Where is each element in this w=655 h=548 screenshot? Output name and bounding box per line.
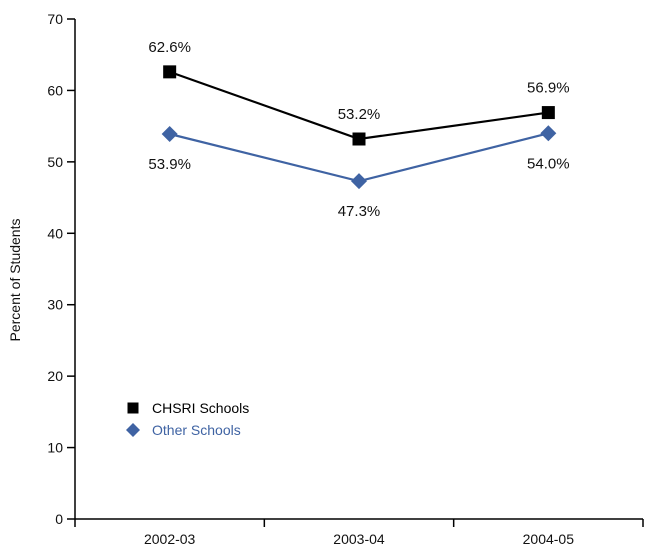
series-group: 62.6% 53.2% 56.9% 53.9% 47.3% 54.0% [148,39,569,220]
y-tick-label: 40 [47,225,63,241]
y-tick-label: 10 [47,440,63,456]
y-axis-label: Percent of Students [7,219,23,342]
data-label: 47.3% [338,203,381,220]
data-label: 62.6% [148,39,191,56]
data-label: 54.0% [527,155,570,172]
y-tick-label: 50 [47,154,63,170]
x-tick-label: 2003-04 [333,531,385,547]
y-tick-label: 60 [47,82,63,98]
legend-square-marker [127,402,139,414]
data-label: 53.2% [338,106,381,123]
data-point-square [541,106,555,120]
y-axis-ticks: 0 10 20 30 40 50 60 70 [47,11,75,527]
y-tick-label: 20 [47,368,63,384]
legend-diamond-marker [126,423,140,437]
x-tick-label: 2002-03 [144,531,196,547]
x-tick-label: 2004-05 [523,531,575,547]
x-axis-ticks: 2002-03 2003-04 2004-05 [74,519,644,547]
data-point-diamond [161,126,178,142]
data-point-diamond [351,173,367,190]
series-other-schools: 53.9% 47.3% 54.0% [148,125,570,220]
legend: CHSRI Schools Other Schools [126,400,249,438]
y-tick-label: 30 [47,297,63,313]
y-tick-label: 70 [47,11,63,27]
y-tick-label: 0 [55,511,63,527]
legend-label: Other Schools [152,422,241,438]
axes [74,19,643,520]
data-label: 56.9% [527,80,570,97]
data-point-square [163,65,177,79]
series-chsri-schools: 62.6% 53.2% 56.9% [148,39,570,146]
data-label: 53.9% [148,156,191,173]
legend-label: CHSRI Schools [152,400,249,416]
data-point-diamond [540,125,557,142]
data-point-square [352,132,366,146]
